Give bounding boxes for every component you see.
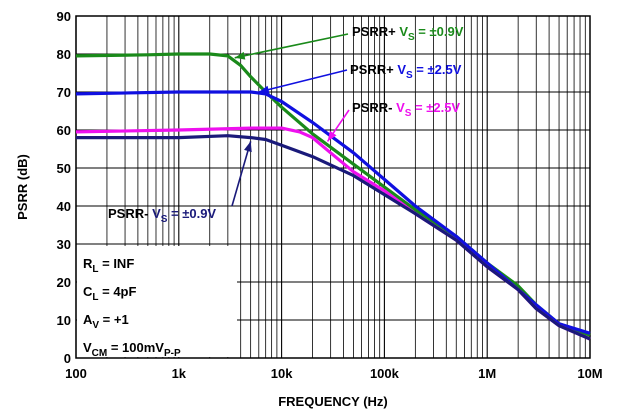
condition-line: VCM = 100mVP-P	[83, 340, 181, 359]
series-label-value: = ±0.9V	[167, 206, 216, 221]
condition-subscript: L	[92, 264, 98, 275]
series-label-sub: S	[161, 214, 168, 225]
series-label-main: PSRR+	[350, 62, 397, 77]
series-label-4: PSRR- VS = ±0.9V	[108, 206, 216, 225]
series-label-v: V	[396, 100, 405, 115]
x-tick-label: 1k	[172, 366, 187, 381]
condition-subscript: CM	[92, 348, 108, 359]
condition-symbol: R	[83, 256, 93, 271]
y-axis-title: PSRR (dB)	[15, 154, 30, 220]
series-arrow-2	[258, 69, 348, 93]
condition-value: = 100mV	[107, 340, 164, 355]
series-label-sub: S	[406, 70, 413, 81]
series-arrowhead-3	[327, 130, 337, 142]
condition-line: AV = +1	[83, 312, 129, 331]
series-label-3: PSRR- VS = ±2.5V	[352, 100, 460, 119]
x-tick-label: 100k	[370, 366, 400, 381]
condition-value: = INF	[99, 256, 135, 271]
x-tick-labels: 100 1k 10k 100k 1M 10M	[65, 366, 603, 381]
condition-subscript-2: P-P	[164, 348, 181, 359]
series-arrow-1	[234, 33, 349, 59]
series-label-1: PSRR+ VS = ±0.9V	[352, 24, 464, 43]
series-label-v: V	[399, 24, 408, 39]
x-tick-label: 1M	[478, 366, 496, 381]
series-label-main: PSRR+	[352, 24, 399, 39]
series-label-main: PSRR-	[108, 206, 152, 221]
x-axis-title: FREQUENCY (Hz)	[278, 394, 388, 409]
series-arrow-4	[231, 141, 252, 207]
condition-symbol: V	[83, 340, 92, 355]
series-label-value: = ±0.9V	[415, 24, 464, 39]
series-label-main: PSRR-	[352, 100, 396, 115]
conditions-box	[77, 246, 237, 357]
x-tick-label: 10M	[577, 366, 602, 381]
y-tick-label: 20	[57, 275, 71, 290]
series-arrowhead-4	[244, 141, 252, 153]
y-tick-label: 30	[57, 237, 71, 252]
y-tick-label: 60	[57, 123, 71, 138]
condition-subscript: V	[92, 320, 99, 331]
series-label-v: V	[152, 206, 161, 221]
x-tick-label: 10k	[271, 366, 293, 381]
series-line-4	[76, 134, 591, 341]
y-tick-label: 0	[64, 351, 71, 366]
condition-symbol: A	[83, 312, 93, 327]
condition-symbol: C	[83, 284, 93, 299]
condition-value: = +1	[99, 312, 129, 327]
y-tick-label: 70	[57, 85, 71, 100]
y-tick-label: 10	[57, 313, 71, 328]
x-tick-label: 100	[65, 366, 87, 381]
condition-line: CL = 4pF	[83, 284, 136, 303]
y-tick-label: 50	[57, 161, 71, 176]
series-label-sub: S	[405, 108, 412, 119]
y-tick-labels: 0 10 20 30 40 50 60 70 80 90	[57, 9, 71, 366]
y-tick-label: 40	[57, 199, 71, 214]
series-arrowhead-2	[258, 85, 270, 94]
y-tick-label: 80	[57, 47, 71, 62]
condition-line: RL = INF	[83, 256, 134, 275]
condition-value: = 4pF	[99, 284, 137, 299]
plot-frame	[75, 15, 591, 359]
series-lines	[75, 52, 591, 341]
series-line-1	[75, 52, 591, 337]
series-label-value: = ±2.5V	[413, 62, 462, 77]
condition-subscript: L	[92, 292, 98, 303]
series-label-2: PSRR+ VS = ±2.5V	[350, 62, 462, 81]
series-arrowhead-1	[234, 51, 246, 60]
series-label-value: = ±2.5V	[411, 100, 460, 115]
series-label-v: V	[397, 62, 406, 77]
y-tick-label: 90	[57, 9, 71, 24]
series-label-sub: S	[408, 32, 415, 43]
